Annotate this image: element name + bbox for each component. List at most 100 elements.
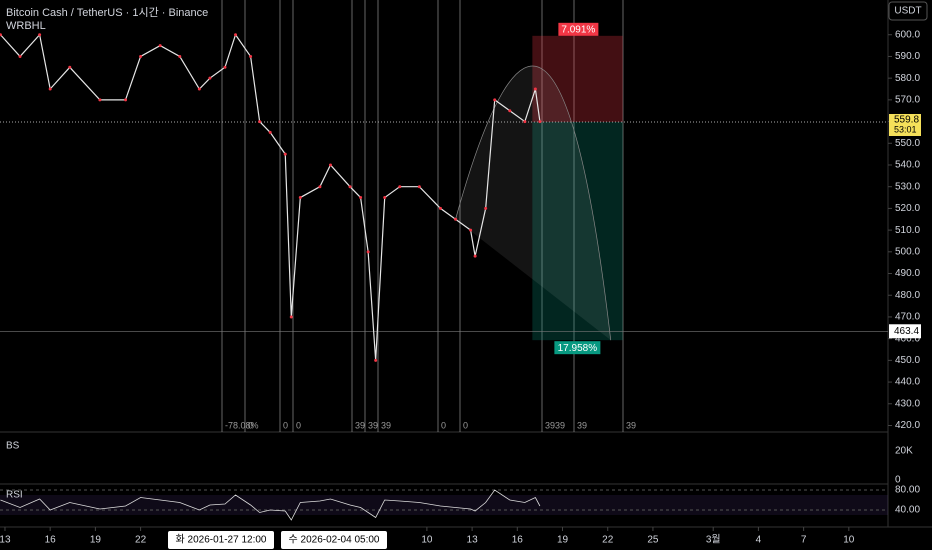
currency-label[interactable]: USDT <box>894 6 921 17</box>
date-badge <box>168 531 274 549</box>
y-tick-label: 430.0 <box>895 398 920 409</box>
marker-label: 39 <box>355 420 365 430</box>
y-tick-label: 80.00 <box>895 485 920 496</box>
price-point <box>374 358 378 362</box>
stop-zone <box>532 35 623 123</box>
marker-label: 39 <box>381 420 391 430</box>
y-tick-label: 420.0 <box>895 420 920 431</box>
stop-label-bg <box>558 22 599 36</box>
price-point <box>473 254 477 258</box>
date-badge-label: 화 2026-01-27 12:00 <box>176 534 267 546</box>
price-point <box>208 76 212 80</box>
marker-label: 0 <box>248 420 253 430</box>
fan-arc <box>455 65 612 341</box>
price-point <box>318 185 322 189</box>
y-tick-label: 510.0 <box>895 225 920 236</box>
price-point <box>348 185 352 189</box>
y-tick-label: 470.0 <box>895 312 920 323</box>
y-tick-label: 580.0 <box>895 73 920 84</box>
countdown: 53:01 <box>894 124 917 134</box>
last-price-label: 559.8 <box>894 115 919 126</box>
price-point <box>328 163 332 167</box>
rsi-line <box>0 489 541 521</box>
x-tick-label: 22 <box>135 535 147 546</box>
last-price-tag <box>889 114 921 137</box>
y-tick-label: 540.0 <box>895 160 920 171</box>
y-tick-label: 570.0 <box>895 94 920 105</box>
price-point <box>523 120 527 124</box>
price-point <box>469 228 473 232</box>
x-tick-label: 10 <box>843 535 855 546</box>
pane-label: RSI <box>6 490 23 501</box>
level-label: 463.4 <box>894 326 919 337</box>
price-point <box>158 44 162 48</box>
price-point <box>223 65 227 69</box>
y-tick-label: 500.0 <box>895 246 920 257</box>
price-point <box>197 87 201 91</box>
pane-label: BS <box>6 441 20 452</box>
y-tick-label: 600.0 <box>895 29 920 40</box>
y-tick-label: 20K <box>895 445 913 456</box>
price-point <box>68 65 72 69</box>
marker-label: 39 <box>368 420 378 430</box>
indicator-name: WRBHL <box>6 20 46 32</box>
price-point <box>139 54 143 58</box>
currency-button[interactable] <box>888 1 928 21</box>
y-tick-label: 530.0 <box>895 181 920 192</box>
marker-label: 0 <box>283 420 288 430</box>
y-tick-label: 490.0 <box>895 268 920 279</box>
price-point <box>258 120 262 124</box>
price-point <box>417 185 421 189</box>
y-tick-label: 450.0 <box>895 355 920 366</box>
marker-label: 3939 <box>545 420 565 430</box>
y-tick-label: 480.0 <box>895 290 920 301</box>
y-tick-label: 460.0 <box>895 333 920 344</box>
x-tick-label: 16 <box>512 535 524 546</box>
stop-label: 7.091% <box>561 24 595 35</box>
price-point <box>493 98 497 102</box>
price-point <box>283 152 287 156</box>
x-tick-label: 25 <box>647 535 659 546</box>
marker-label: 0 <box>441 420 446 430</box>
x-tick-label: 4 <box>756 535 762 546</box>
x-tick-label: 19 <box>90 535 102 546</box>
chart-title: Bitcoin Cash / TetherUS · 1시간 · Binance <box>6 6 208 19</box>
marker-label: -78.08% <box>225 420 259 430</box>
price-point <box>178 54 182 58</box>
price-point <box>124 98 128 102</box>
marker-label: 39 <box>577 420 587 430</box>
x-tick-label: 19 <box>557 535 569 546</box>
x-tick-label: 10 <box>421 535 433 546</box>
target-label-bg <box>554 341 601 355</box>
x-tick-label: 16 <box>45 535 57 546</box>
y-tick-label: 520.0 <box>895 203 920 214</box>
x-tick-label: 7 <box>801 535 807 546</box>
price-point <box>268 130 272 134</box>
price-point <box>298 196 302 200</box>
y-tick-label: 40.00 <box>895 505 920 516</box>
x-tick-label: 3월 <box>706 534 721 546</box>
level-tag <box>889 324 921 339</box>
y-tick-label: 440.0 <box>895 377 920 388</box>
price-point <box>249 54 253 58</box>
x-tick-label: 22 <box>602 535 614 546</box>
price-point <box>18 54 22 58</box>
price-point <box>484 206 488 210</box>
price-point <box>398 185 402 189</box>
price-point <box>366 250 370 254</box>
price-point <box>98 98 102 102</box>
price-line <box>0 33 541 361</box>
target-label: 17.958% <box>558 343 598 354</box>
price-point <box>48 87 52 91</box>
price-point <box>508 109 512 113</box>
rsi-band <box>0 495 888 515</box>
price-point <box>533 87 537 91</box>
target-zone <box>532 122 623 341</box>
y-tick-label: 0 <box>895 475 901 486</box>
price-point <box>359 196 363 200</box>
marker-label: 0 <box>463 420 468 430</box>
y-tick-label: 550.0 <box>895 138 920 149</box>
price-point <box>454 217 458 221</box>
